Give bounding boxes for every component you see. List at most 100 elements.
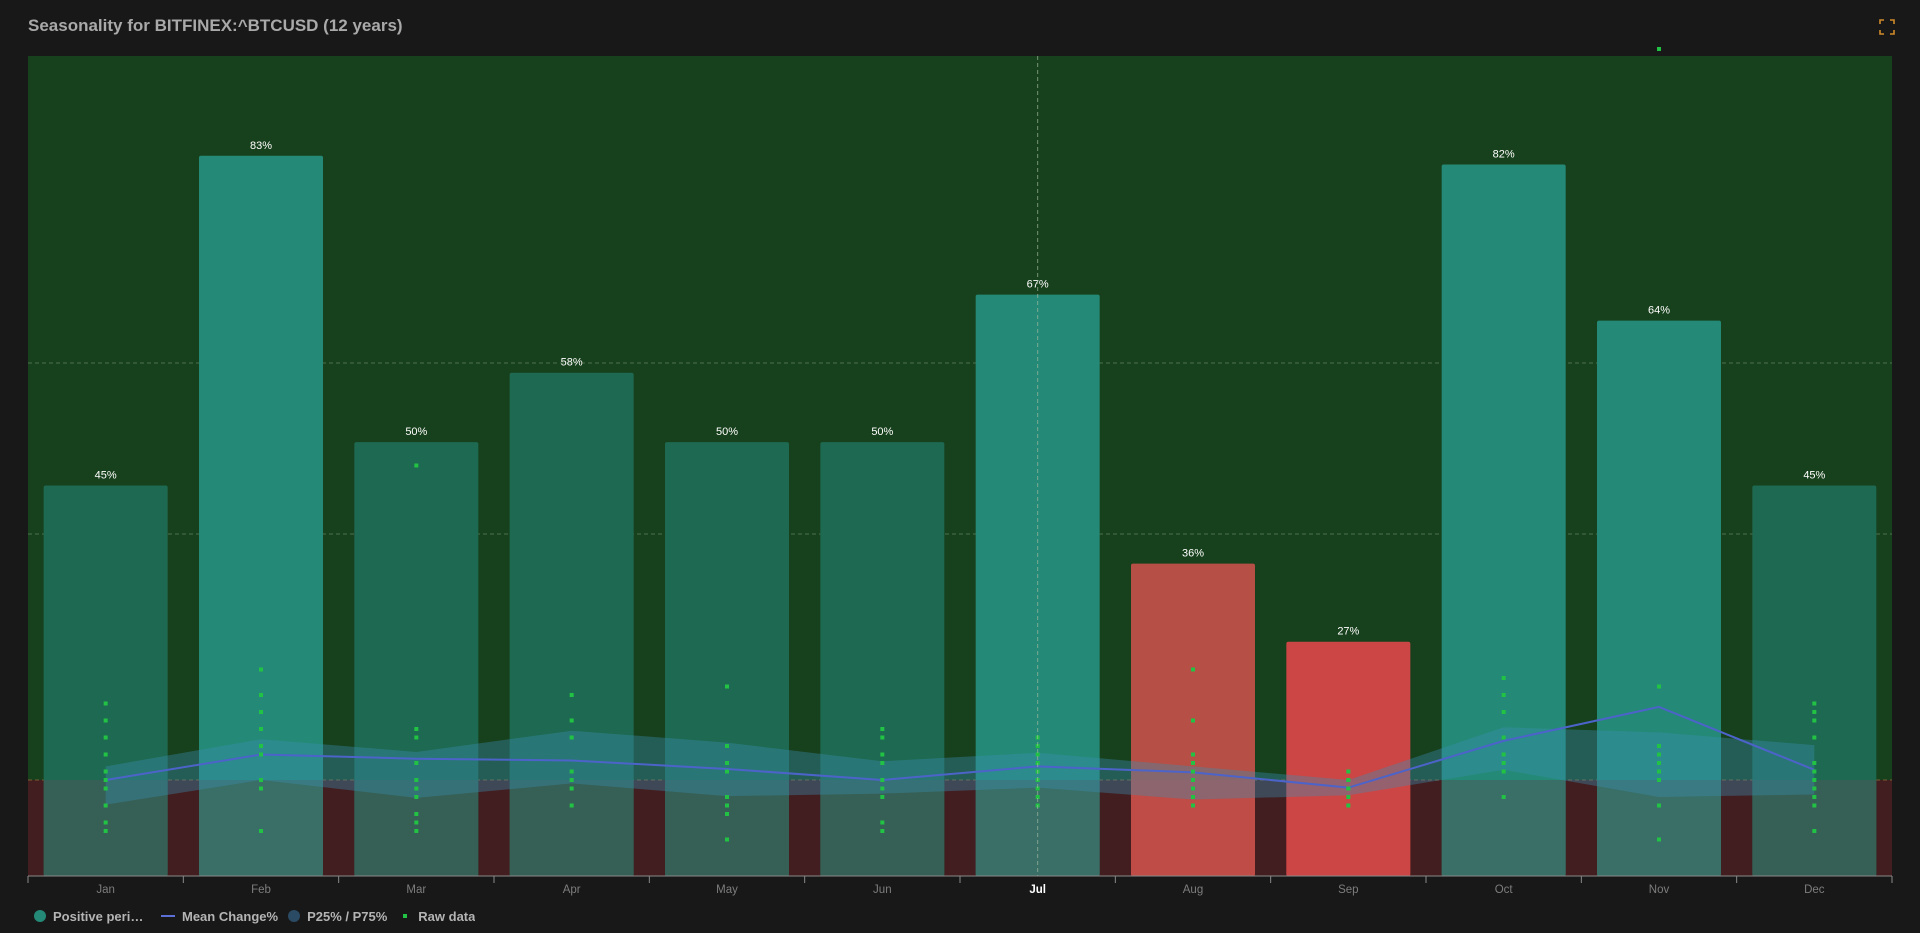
raw-data-point <box>880 727 885 731</box>
legend-swatch-positive <box>34 910 46 922</box>
raw-data-point <box>259 778 263 782</box>
raw-data-point <box>1501 693 1506 697</box>
bar-lower-jan <box>43 780 168 876</box>
raw-data-point <box>1191 769 1195 774</box>
legend-swatch-band <box>288 910 301 922</box>
raw-data-point <box>1657 684 1661 689</box>
raw-data-point <box>569 786 574 791</box>
raw-data-point <box>880 735 885 740</box>
raw-data-point <box>414 735 419 740</box>
raw-data-point <box>1501 769 1506 774</box>
x-tick-label-oct: Oct <box>1495 884 1514 896</box>
fullscreen-icon[interactable] <box>1878 18 1896 36</box>
bar-lower-oct <box>1441 780 1566 876</box>
raw-data-point <box>1035 786 1040 791</box>
raw-data-point <box>414 778 419 782</box>
raw-data-point <box>1812 778 1817 782</box>
x-tick-label-mar: Mar <box>406 884 426 896</box>
bar-lower-feb <box>199 780 323 876</box>
mean-change-line[interactable] <box>105 705 1815 789</box>
positive-zone <box>28 56 1892 780</box>
raw-data-point <box>1191 761 1195 765</box>
bar-label-mar: 50% <box>405 426 427 438</box>
x-tick-label-sep: Sep <box>1338 884 1358 896</box>
bar-label-oct: 82% <box>1493 148 1515 160</box>
raw-data-point <box>259 752 263 757</box>
legend-item-mean-change[interactable]: Mean Change% <box>161 909 278 924</box>
bar-mar[interactable] <box>354 442 479 876</box>
bar-lower-apr <box>509 780 634 876</box>
bar-label-nov: 64% <box>1648 305 1670 317</box>
raw-data-point <box>414 812 419 816</box>
raw-data-point <box>1657 752 1661 757</box>
raw-data-point <box>103 803 108 808</box>
raw-data-point <box>1657 769 1661 774</box>
raw-data-point <box>880 829 885 833</box>
raw-data-point <box>1346 803 1351 808</box>
bar-feb[interactable] <box>199 155 323 877</box>
raw-data-point <box>1812 701 1817 706</box>
raw-data-point <box>1812 710 1817 714</box>
x-tick-label-apr: Apr <box>563 884 581 896</box>
bar-sep[interactable] <box>1286 641 1411 876</box>
x-tick-label-aug: Aug <box>1183 884 1203 896</box>
raw-data-point <box>1812 795 1817 799</box>
raw-data-point <box>259 744 263 748</box>
bar-jan[interactable] <box>43 485 168 876</box>
bar-lower-jun <box>820 780 945 876</box>
raw-data-point <box>1812 718 1817 723</box>
raw-data-point <box>880 786 885 791</box>
raw-data-point <box>725 744 729 748</box>
raw-data-point <box>569 718 574 723</box>
raw-data-point <box>103 786 108 791</box>
x-tick-label-jun: Jun <box>873 884 892 896</box>
raw-data-point <box>1812 769 1817 774</box>
raw-data-point <box>725 769 729 774</box>
raw-data-point <box>1501 752 1506 757</box>
raw-data-point <box>1501 735 1506 740</box>
bar-label-dec: 45% <box>1803 470 1825 482</box>
raw-data-point <box>880 778 885 782</box>
raw-data-point <box>1657 778 1661 782</box>
chart-title: Seasonality for BITFINEX:^BTCUSD (12 yea… <box>28 16 403 35</box>
raw-data-point <box>1657 47 1661 51</box>
x-tick-label-nov: Nov <box>1649 884 1670 896</box>
raw-data-point <box>725 837 729 842</box>
raw-data-point <box>414 727 419 731</box>
raw-data-point <box>259 727 263 731</box>
legend-label-band: P25% / P75% <box>307 908 388 924</box>
raw-data-point <box>259 693 263 697</box>
raw-data-point <box>1812 786 1817 791</box>
raw-data-point <box>725 812 729 816</box>
raw-data-point <box>1812 803 1817 808</box>
raw-data-point <box>725 684 729 689</box>
legend-item-percentile-band[interactable]: P25% / P75% <box>288 909 387 924</box>
bar-oct[interactable] <box>1441 164 1566 877</box>
bar-label-feb: 83% <box>250 140 272 152</box>
x-tick-label-feb: Feb <box>251 884 271 896</box>
bar-jul[interactable] <box>975 294 1100 876</box>
raw-data-point <box>1191 778 1195 782</box>
legend-item-positive-periods[interactable]: Positive perio… <box>34 909 151 924</box>
bar-jun[interactable] <box>820 442 945 876</box>
raw-data-point <box>1191 718 1195 723</box>
raw-data-point <box>725 795 729 799</box>
raw-data-point <box>103 778 108 782</box>
bar-nov[interactable] <box>1597 320 1721 876</box>
negative-zone <box>28 780 1892 876</box>
raw-data-point <box>103 701 108 706</box>
bar-apr[interactable] <box>509 372 634 876</box>
bar-dec[interactable] <box>1752 485 1877 876</box>
x-tick-label-dec: Dec <box>1804 884 1825 896</box>
raw-data-point <box>569 735 574 740</box>
raw-data-point <box>103 769 108 774</box>
raw-data-point <box>414 795 419 799</box>
chart-header: Seasonality for BITFINEX:^BTCUSD (12 yea… <box>0 0 1920 54</box>
x-tick-label-may: May <box>716 884 738 896</box>
raw-data-point <box>1346 795 1351 799</box>
raw-data-point <box>569 769 574 774</box>
legend-item-raw-data[interactable]: Raw data <box>397 909 475 924</box>
raw-data-point <box>103 820 108 825</box>
raw-data-point <box>1657 761 1661 765</box>
